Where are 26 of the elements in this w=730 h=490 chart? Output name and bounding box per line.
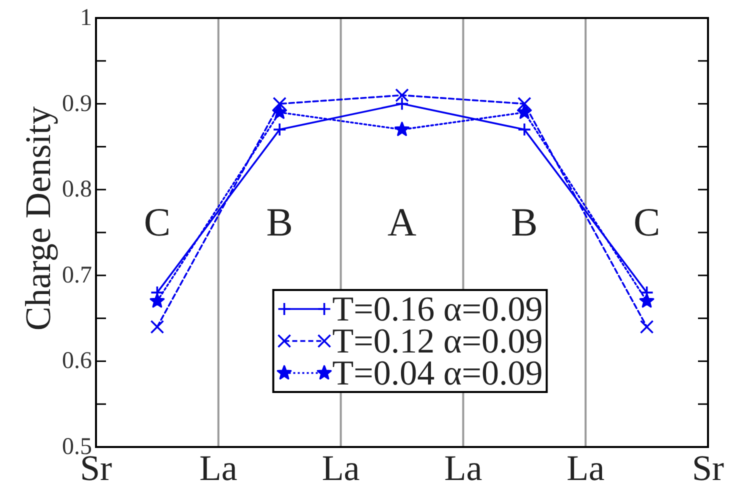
annotation: A [388, 199, 417, 244]
y-tick-label: 0.7 [62, 262, 92, 288]
point [272, 104, 288, 119]
x-tick-label: La [566, 448, 605, 488]
point [150, 293, 165, 308]
point [150, 320, 164, 334]
y-tick-label: 0.8 [62, 176, 92, 203]
x-tick-label: La [322, 448, 360, 488]
annotation: C [144, 199, 171, 244]
point [639, 293, 654, 308]
x-tick-label: La [444, 448, 482, 488]
x-tick-label: La [199, 448, 238, 488]
point [272, 96, 286, 111]
y-tick-label: 0.9 [62, 90, 92, 117]
y-tick-label: 1 [80, 5, 92, 31]
y-tick-label: 0.6 [62, 348, 92, 374]
x-tick-label: Sr [692, 448, 724, 488]
point [518, 96, 532, 111]
annotation: C [633, 199, 660, 244]
annotation: B [266, 199, 293, 244]
annotation: B [511, 199, 538, 244]
point [516, 104, 532, 119]
point [394, 122, 410, 136]
y-axis-title: Charge Density [18, 106, 58, 331]
point [395, 88, 409, 102]
point [640, 320, 654, 334]
